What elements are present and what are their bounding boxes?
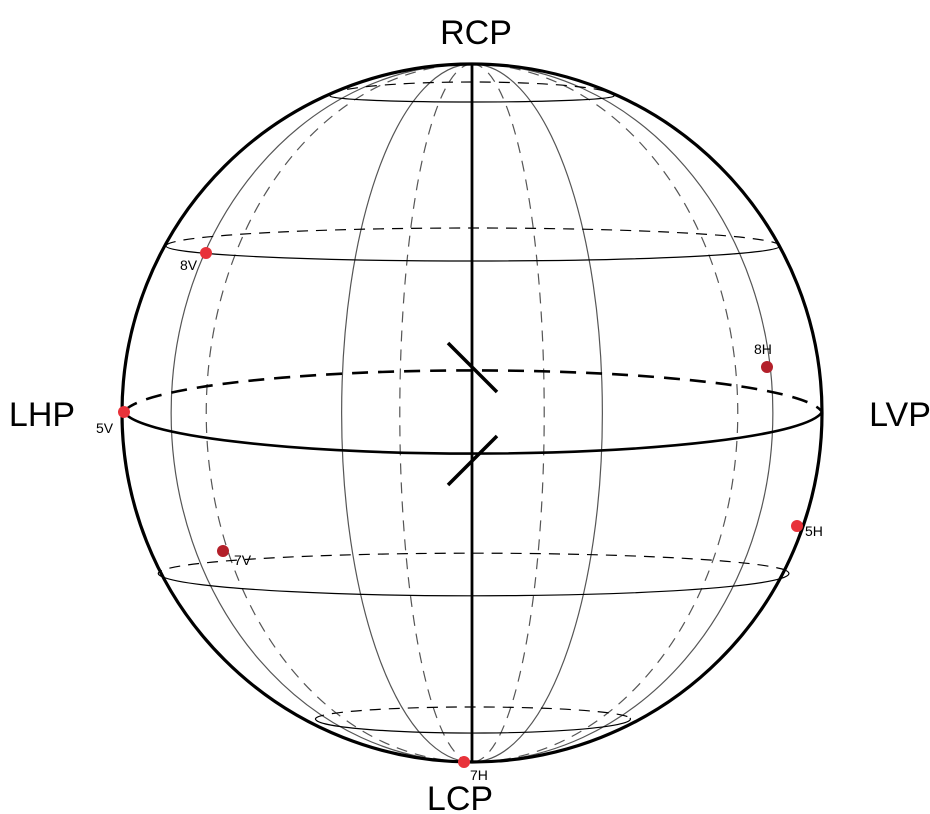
latitude-top-back	[329, 81, 615, 97]
meridian-back-2	[399, 63, 473, 763]
point-8H-dot	[761, 361, 773, 373]
latitudes-front	[162, 95, 790, 734]
meridian-front-3	[471, 63, 603, 763]
point-7V-label: 7V	[234, 552, 252, 568]
point-8H-label: 8H	[754, 341, 772, 357]
point-7V-dot	[217, 545, 229, 557]
point-8V-label: 8V	[180, 257, 198, 273]
point-8H: 8H	[754, 341, 773, 373]
meridian-front-2	[341, 63, 473, 763]
point-5H-dot	[791, 520, 803, 532]
meridian-back-1	[205, 63, 473, 763]
label-rcp: RCP	[440, 14, 512, 52]
meridian-back-3	[471, 63, 545, 763]
point-7H: 7H	[458, 756, 488, 783]
point-5V: 5V	[96, 406, 130, 436]
latitude-lower-front	[162, 569, 790, 597]
label-lvp: LVP	[869, 396, 930, 434]
meridians-back	[205, 63, 739, 763]
equator-back	[122, 369, 824, 413]
point-7V: 7V	[217, 545, 252, 568]
meridians-front	[170, 63, 774, 763]
point-5H: 5H	[791, 520, 823, 539]
diagonal-axis-lower-mark	[446, 434, 499, 487]
label-lcp: LCP	[427, 780, 493, 814]
point-8V-dot	[200, 247, 212, 259]
meridian-front-1	[170, 63, 473, 763]
latitude-lower-back	[157, 552, 786, 578]
point-5V-label: 5V	[96, 420, 114, 436]
label-lhp: LHP	[9, 396, 75, 434]
latitude-bottom-front	[315, 717, 631, 734]
point-7H-label: 7H	[470, 767, 488, 783]
meridian-front-4	[471, 63, 774, 763]
meridian-back-4	[471, 63, 739, 763]
latitude-bottom-back	[314, 706, 631, 721]
point-8V: 8V	[180, 247, 212, 273]
point-5V-dot	[118, 406, 130, 418]
point-5H-label: 5H	[805, 523, 823, 539]
diagonal-axis-upper-mark	[446, 341, 499, 394]
point-7H-dot	[458, 756, 470, 768]
